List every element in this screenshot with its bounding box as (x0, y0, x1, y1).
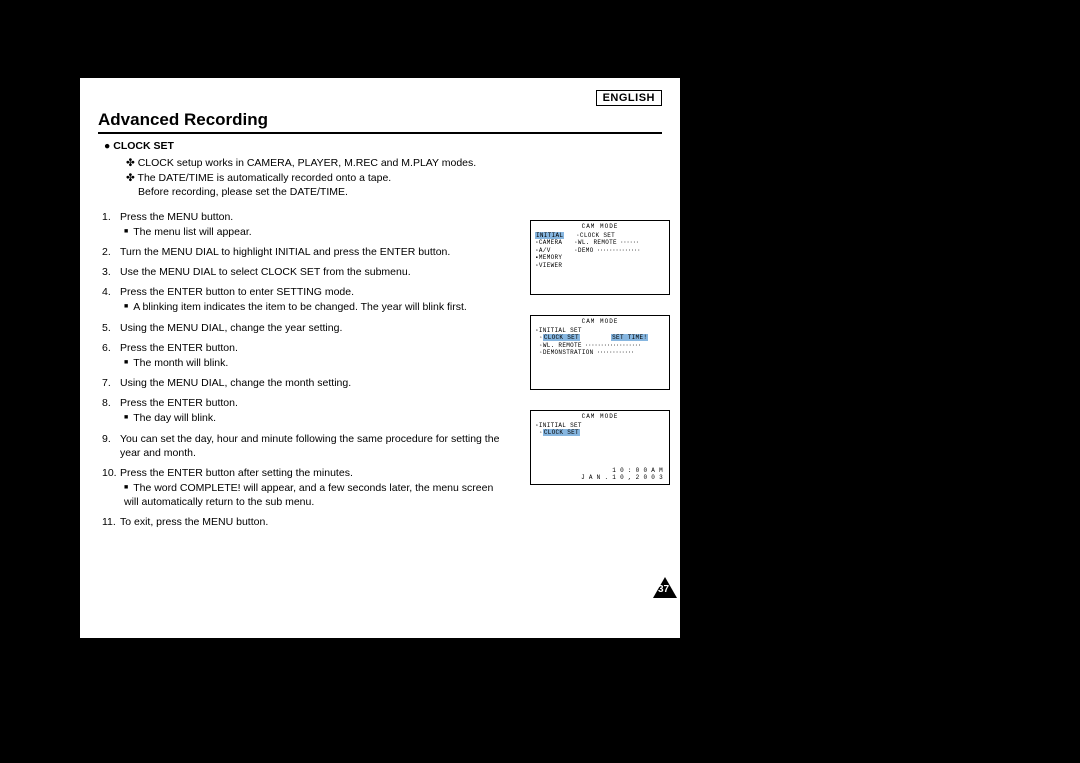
section-heading: CLOCK SET (104, 140, 662, 152)
lcd-title: CAM MODE (535, 413, 665, 421)
step-number: 10. (102, 466, 117, 480)
step-3: 3. Use the MENU DIAL to select CLOCK SET … (102, 265, 502, 279)
step-number: 1. (102, 210, 111, 224)
step-2: 2. Turn the MENU DIAL to highlight INITIA… (102, 245, 502, 259)
lcd-item: INITIAL (535, 232, 564, 239)
lcd-screens: CAM MODE INITIAL ◦CLOCK SET ▫CAMERA ◦WL.… (530, 220, 680, 505)
step-number: 6. (102, 341, 111, 355)
lcd-item: CLOCK SET (580, 232, 615, 239)
step-text: Using the MENU DIAL, change the month se… (120, 377, 351, 389)
lcd-item: WL. REMOTE (543, 342, 582, 349)
step-11: 11. To exit, press the MENU button. (102, 515, 502, 529)
step-subnote: The menu list will appear. (124, 225, 502, 239)
lcd-item: CLOCK SET (543, 334, 580, 341)
step-text: Press the ENTER button. (120, 397, 238, 409)
step-10: 10.Press the ENTER button after setting … (102, 466, 502, 510)
step-text: Press the ENTER button. (120, 342, 238, 354)
step-subnote: The word COMPLETE! will appear, and a fe… (124, 481, 502, 509)
language-box: ENGLISH (596, 90, 662, 106)
lcd-screen-2: CAM MODE ▫INITIAL SET ◦CLOCK SET SET TIM… (530, 315, 670, 390)
step-subnote: The month will blink. (124, 356, 502, 370)
step-text: You can set the day, hour and minute fol… (120, 433, 499, 459)
page-number: 37 (658, 584, 669, 595)
step-number: 9. (102, 432, 111, 446)
lcd-title: CAM MODE (535, 318, 665, 326)
step-5: 5. Using the MENU DIAL, change the year s… (102, 321, 502, 335)
lcd-item: A/V (539, 247, 551, 254)
steps-list: 1. Press the MENU button. The menu list w… (102, 210, 502, 530)
lcd-item: MEMORY (539, 254, 562, 261)
step-subnote: The day will blink. (124, 411, 502, 425)
lcd-header: INITIAL SET (539, 327, 582, 334)
intro-subtext: Before recording, please set the DATE/TI… (138, 186, 348, 198)
step-1: 1. Press the MENU button. The menu list w… (102, 210, 502, 239)
lcd-date: J A N . 1 0 , 2 0 0 3 (581, 474, 663, 481)
step-subnote: A blinking item indicates the item to be… (124, 300, 502, 314)
step-4: 4. Press the ENTER button to enter SETTIN… (102, 285, 502, 314)
step-text: Using the MENU DIAL, change the year set… (120, 322, 342, 334)
step-text: Turn the MENU DIAL to highlight INITIAL … (120, 246, 450, 258)
lcd-header: INITIAL SET (539, 422, 582, 429)
step-text: Press the ENTER button after setting the… (120, 467, 353, 479)
step-number: 3. (102, 265, 111, 279)
step-7: 7. Using the MENU DIAL, change the month … (102, 376, 502, 390)
lcd-item: VIEWER (539, 262, 562, 269)
intro-item: The DATE/TIME is automatically recorded … (126, 171, 662, 199)
intro-item: CLOCK setup works in CAMERA, PLAYER, M.R… (126, 156, 662, 170)
lcd-screen-3: CAM MODE ▫INITIAL SET ◦CLOCK SET 1 0 : 0… (530, 410, 670, 485)
lcd-item: DEMONSTRATION (543, 349, 594, 356)
intro-list: CLOCK setup works in CAMERA, PLAYER, M.R… (126, 156, 662, 200)
step-text: Press the MENU button. (120, 211, 233, 223)
step-9: 9. You can set the day, hour and minute f… (102, 432, 502, 460)
lcd-screen-1: CAM MODE INITIAL ◦CLOCK SET ▫CAMERA ◦WL.… (530, 220, 670, 295)
lcd-right: SET TIME! (611, 334, 648, 341)
step-text: To exit, press the MENU button. (120, 516, 268, 528)
step-text: Press the ENTER button to enter SETTING … (120, 286, 354, 298)
lcd-title: CAM MODE (535, 223, 665, 231)
step-number: 5. (102, 321, 111, 335)
step-number: 4. (102, 285, 111, 299)
intro-text: The DATE/TIME is automatically recorded … (138, 172, 392, 184)
step-8: 8. Press the ENTER button. The day will b… (102, 396, 502, 425)
step-number: 8. (102, 396, 111, 410)
step-6: 6. Press the ENTER button. The month will… (102, 341, 502, 370)
lcd-item: CLOCK SET (543, 429, 580, 436)
step-number: 11. (102, 515, 116, 529)
lcd-item: WL. REMOTE (578, 239, 617, 246)
step-number: 7. (102, 376, 111, 390)
lcd-item: DEMO (578, 247, 594, 254)
lcd-item: CAMERA (539, 239, 562, 246)
step-text: Use the MENU DIAL to select CLOCK SET fr… (120, 266, 411, 278)
step-number: 2. (102, 245, 111, 259)
page-title: Advanced Recording (98, 110, 662, 134)
lcd-time: 1 0 : 0 0 A M (581, 467, 663, 474)
